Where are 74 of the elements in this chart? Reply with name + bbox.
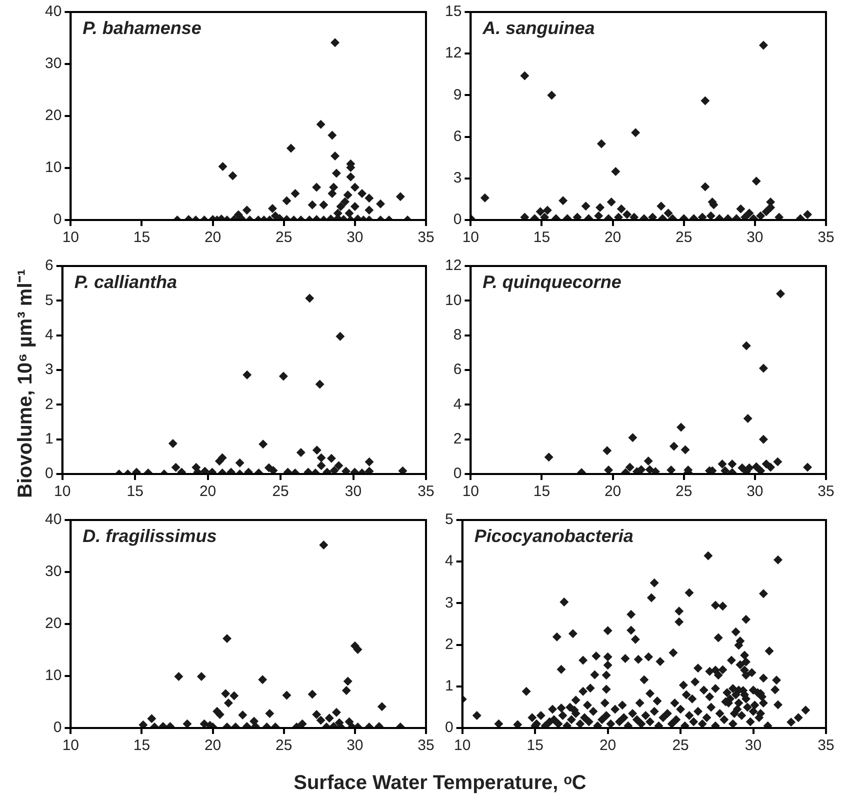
y-tick-label: 0 bbox=[53, 719, 62, 736]
y-tick-label: 6 bbox=[453, 128, 462, 145]
y-tick-label: 0 bbox=[53, 211, 62, 228]
x-tick-label: 15 bbox=[126, 483, 144, 500]
x-tick-label: 35 bbox=[818, 483, 834, 500]
x-tick-label: 30 bbox=[746, 229, 764, 246]
x-tick-label: 15 bbox=[533, 483, 550, 500]
x-tick-label: 35 bbox=[818, 737, 834, 754]
y-tick-label: 10 bbox=[44, 159, 62, 176]
y-tick-label: 2 bbox=[445, 636, 454, 653]
x-tick-label: 25 bbox=[676, 483, 692, 500]
x-tick-label: 25 bbox=[676, 229, 692, 246]
x-tick-label: 25 bbox=[276, 229, 292, 246]
y-axis-title: Biovolume, 10⁶ µm³ ml⁻¹ bbox=[14, 268, 38, 500]
x-tick-label: 30 bbox=[344, 483, 362, 500]
y-tick-label: 6 bbox=[45, 257, 54, 274]
x-tick-label: 15 bbox=[526, 737, 544, 754]
x-tick-label: 35 bbox=[818, 229, 834, 246]
x-tick-label: 25 bbox=[276, 737, 292, 754]
y-tick-label: 0 bbox=[453, 211, 462, 228]
y-tick-label: 12 bbox=[444, 257, 462, 274]
x-tick-label: 25 bbox=[272, 483, 289, 500]
y-tick-label: 40 bbox=[44, 3, 62, 20]
y-tick-label: 0 bbox=[445, 719, 454, 736]
chart-title: P. quinquecorne bbox=[482, 272, 622, 292]
y-tick-label: 10 bbox=[44, 667, 62, 684]
x-tick-label: 20 bbox=[204, 737, 222, 754]
x-tick-label: 20 bbox=[604, 229, 622, 246]
chart-title: D. fragilissimus bbox=[82, 526, 217, 546]
y-tick-label: 10 bbox=[444, 292, 462, 309]
y-tick-label: 15 bbox=[444, 3, 462, 20]
y-tick-label: 6 bbox=[453, 361, 462, 378]
x-tick-label: 30 bbox=[346, 737, 364, 754]
x-tick-label: 35 bbox=[418, 229, 434, 246]
x-tick-label: 25 bbox=[672, 737, 689, 754]
y-tick-label: 3 bbox=[453, 170, 462, 187]
y-tick-label: 9 bbox=[453, 86, 462, 104]
y-tick-label: 8 bbox=[453, 326, 462, 344]
x-tick-label: 35 bbox=[418, 483, 434, 500]
y-tick-label: 0 bbox=[45, 465, 54, 482]
y-tick-label: 20 bbox=[44, 615, 62, 632]
x-tick-label: 20 bbox=[199, 483, 216, 500]
x-tick-label: 35 bbox=[418, 737, 434, 754]
y-tick-label: 40 bbox=[44, 511, 62, 528]
y-tick-label: 30 bbox=[44, 563, 62, 580]
y-tick-label: 2 bbox=[45, 396, 54, 413]
y-tick-label: 12 bbox=[444, 44, 462, 62]
x-tick-label: 30 bbox=[746, 483, 764, 500]
x-axis-title: Surface Water Temperature, ᵒC bbox=[292, 772, 588, 795]
y-tick-label: 3 bbox=[445, 594, 454, 612]
y-tick-label: 20 bbox=[44, 107, 62, 124]
y-tick-label: 2 bbox=[453, 430, 462, 448]
x-tick-label: 20 bbox=[204, 229, 222, 246]
x-tick-label: 30 bbox=[744, 737, 762, 754]
y-tick-label: 1 bbox=[45, 430, 54, 448]
x-tick-label: 20 bbox=[604, 483, 622, 500]
y-tick-label: 5 bbox=[45, 292, 54, 309]
x-tick-label: 15 bbox=[133, 229, 150, 246]
y-tick-label: 1 bbox=[445, 678, 454, 695]
chart-title: P. bahamense bbox=[82, 18, 202, 38]
x-tick-label: 15 bbox=[533, 229, 550, 246]
x-tick-label: 15 bbox=[133, 737, 150, 754]
y-tick-label: 4 bbox=[453, 396, 462, 413]
y-tick-label: 3 bbox=[45, 361, 54, 378]
x-tick-label: 30 bbox=[346, 229, 364, 246]
chart-title: A. sanguinea bbox=[482, 18, 595, 38]
chart-title: Picocyanobacteria bbox=[474, 526, 634, 546]
y-tick-label: 4 bbox=[45, 326, 54, 344]
y-tick-label: 30 bbox=[44, 55, 62, 72]
x-tick-label: 20 bbox=[599, 737, 616, 754]
y-tick-label: 0 bbox=[453, 465, 462, 482]
y-tick-label: 4 bbox=[445, 552, 454, 570]
y-tick-label: 5 bbox=[445, 511, 454, 528]
chart-title: P. calliantha bbox=[74, 272, 178, 292]
